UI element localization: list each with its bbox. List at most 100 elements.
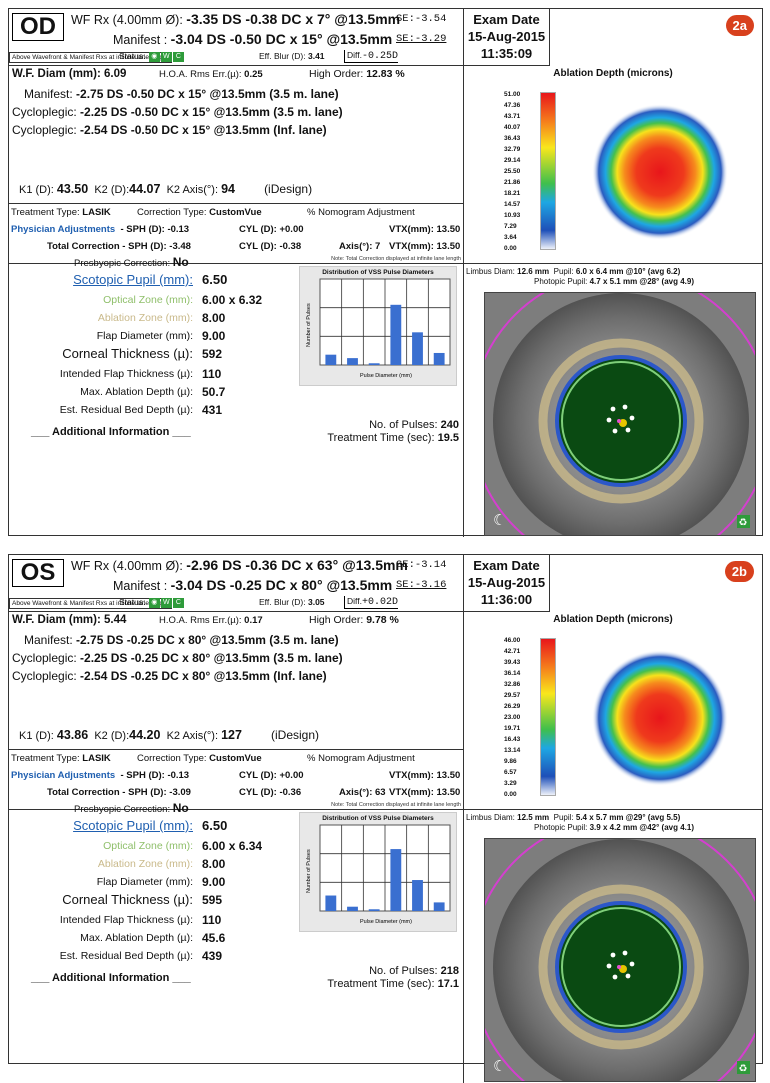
scotopic-pupil-label[interactable]: Scotopic Pupil (mm): (73, 272, 193, 287)
pulse-summary: No. of Pulses: 240 Treatment Time (sec):… (327, 419, 459, 444)
histogram-ylabel: Number of Pulses (306, 303, 312, 347)
scale-label: 19.71 (504, 725, 521, 732)
residual-bed-value: 431 (202, 403, 223, 417)
corneal-thickness-value: 595 (202, 893, 223, 907)
status: Status: ◉ W C (119, 51, 184, 62)
pulse-histogram: Distribution of VSS Pulse Diameters Numb… (299, 266, 457, 386)
treatment-section: Treatment Type: LASIK Correction Type: C… (9, 750, 464, 815)
optical-zone-label: Optical Zone (mm): (103, 840, 193, 852)
histogram-title: Distribution of VSS Pulse Diameters (322, 815, 434, 822)
cycloplegic-rx-1: Cycloplegic: -2.25 DS -0.50 DC x 15° @13… (12, 105, 343, 119)
scale-label: 23.00 (504, 714, 521, 721)
w-status-icon: W (160, 51, 172, 62)
c-status-icon: C (172, 597, 184, 608)
flap-thickness-value: 110 (202, 367, 222, 381)
scale-label: 32.79 (504, 146, 521, 153)
physician-adjustments: Physician Adjustments - SPH (D): -0.13 (11, 224, 190, 235)
scale-label: 10.93 (504, 212, 521, 219)
scale-label: 18.21 (504, 190, 521, 197)
ablation-zone-value: 8.00 (202, 857, 226, 871)
eye-overlay: ☾ ♻ (485, 293, 755, 535)
scale-label: 13.14 (504, 747, 521, 754)
eye-photo: ☾ ♻ (484, 838, 756, 1082)
wf-diam: W.F. Diam (mm): 5.44 (12, 614, 127, 626)
report-panel-os: OS WF Rx (4.00mm Ø): -2.96 DS -0.36 DC x… (8, 554, 763, 1083)
eye-overlay: ☾ ♻ (485, 839, 755, 1081)
figure-badge: 2a (725, 15, 754, 36)
wf-rx-line: WF Rx (4.00mm Ø): -3.35 DS -0.38 DC x 7°… (71, 11, 401, 27)
scale-label: 25.50 (504, 168, 521, 175)
flap-thickness-label: Intended Flap Thickness (µ): (59, 368, 193, 380)
ablation-map: Ablation Depth (microns) 51.00 47.36 43.71… (464, 66, 762, 264)
keratometry: K1 (D): 43.50 K2 (D):44.07 K2 Axis(°): 9… (19, 182, 313, 196)
pupil-section: Scotopic Pupil (mm): 6.50 Optical Zone (… (9, 264, 464, 537)
hoa-rms: H.O.A. Rms Err.(µ): 0.17 (159, 615, 263, 626)
manifest-rx: Manifest: -2.75 DS -0.25 DC x 80° @13.5m… (24, 633, 339, 647)
se-value-2: SE:-3.16 (396, 579, 447, 591)
scale-label: 26.29 (504, 703, 521, 710)
ablation-map: Ablation Depth (microns) 46.00 42.71 39.43… (464, 612, 762, 810)
manifest-line: Manifest : -3.04 DS -0.50 DC x 15° @13.5… (113, 31, 393, 47)
vtx-total: VTX(mm): 13.50 (389, 787, 461, 798)
scale-label: 6.57 (504, 769, 517, 776)
diff: Diff.+0.02D (344, 596, 398, 609)
ablation-zone-label: Ablation Zone (mm): (97, 858, 193, 870)
rx-header: OD WF Rx (4.00mm Ø): -3.35 DS -0.38 DC x… (9, 9, 464, 66)
reflection-dots (606, 950, 635, 980)
presbyopic-correction: Presbyopic Correction: No (74, 255, 189, 269)
report-panel-od: OD WF Rx (4.00mm Ø): -3.35 DS -0.38 DC x… (8, 8, 763, 537)
scotopic-pupil-label[interactable]: Scotopic Pupil (mm): (73, 818, 193, 833)
keratometry: K1 (D): 43.86 K2 (D):44.20 K2 Axis(°): 1… (19, 728, 320, 742)
exam-date-box: Exam Date 15-Aug-2015 11:36:00 (464, 555, 550, 612)
color-scale-bar (540, 92, 556, 250)
flap-thickness-value: 110 (202, 913, 222, 927)
histogram-bar (390, 849, 402, 911)
scale-label: 32.86 (504, 681, 521, 688)
c-status-icon: C (172, 51, 184, 62)
exam-date-box: Exam Date 15-Aug-2015 11:35:09 (464, 9, 550, 66)
ablation-profile (592, 104, 728, 240)
ablation-zone-label: Ablation Zone (mm): (97, 312, 193, 324)
total-note: Note: Total Correction displayed at infi… (331, 256, 461, 262)
limbus-center-marker (617, 419, 621, 423)
exam-time: 11:35:09 (480, 46, 533, 61)
corneal-thickness-value: 592 (202, 347, 223, 361)
reflection-dots (606, 404, 635, 434)
right-column: Ablation Depth (microns) 46.00 42.71 39.43… (464, 612, 762, 1083)
exam-time: 11:36:00 (480, 592, 533, 607)
diff: Diff.-0.25D (344, 50, 398, 63)
vtx-adj: VTX(mm): 13.50 (389, 770, 461, 781)
se-value-1: SE:-3.14 (396, 559, 447, 571)
additional-information[interactable]: ___ Additional Information ___ (31, 972, 191, 984)
vtx-adj: VTX(mm): 13.50 (389, 224, 461, 235)
scale-label: 47.36 (504, 102, 521, 109)
svg-text:♻: ♻ (739, 1064, 748, 1075)
histogram-plot: Number of Pulses Pulse Diameter (mm) (306, 824, 451, 925)
cycloplegic-rx-1: Cycloplegic: -2.25 DS -0.25 DC x 80° @13… (12, 651, 343, 665)
scale-label: 29.14 (504, 157, 521, 164)
wf-rx-line: WF Rx (4.00mm Ø): -2.96 DS -0.36 DC x 63… (71, 557, 408, 573)
scale-label: 0.00 (504, 791, 517, 798)
additional-information[interactable]: ___ Additional Information ___ (31, 426, 191, 438)
manifest-rx: Manifest: -2.75 DS -0.50 DC x 15° @13.5m… (24, 87, 339, 101)
left-column: W.F. Diam (mm): 6.09 H.O.A. Rms Err.(µ):… (9, 66, 464, 537)
eye-photo: ☾ ♻ (484, 292, 756, 536)
pulse-summary: No. of Pulses: 218 Treatment Time (sec):… (327, 965, 459, 990)
high-order: High Order: 9.78 % (309, 614, 399, 626)
scale-label: 46.00 (504, 637, 521, 644)
max-ablation-value: 45.6 (202, 931, 226, 945)
eye-image-area: Limbus Diam: 12.5 mm Pupil: 5.4 x 5.7 mm… (464, 810, 762, 1083)
total-cyl: CYL (D): -0.38 (239, 241, 302, 252)
recycle-icon[interactable] (737, 515, 750, 528)
flap-diameter-value: 9.00 (202, 875, 226, 889)
scale-label: 43.71 (504, 113, 521, 120)
pulse-histogram: Distribution of VSS Pulse Diameters Numb… (299, 812, 457, 932)
correction-type: Correction Type: CustomVue (137, 753, 262, 764)
color-scale-bar (540, 638, 556, 796)
exam-date: 15-Aug-2015 (467, 29, 546, 44)
treatment-section: Treatment Type: LASIK Correction Type: C… (9, 204, 464, 269)
histogram-xlabel: Pulse Diameter (mm) (360, 373, 412, 379)
corneal-thickness-label: Corneal Thickness (µ): (62, 892, 193, 907)
scotopic-pupil-value: 6.50 (202, 818, 228, 833)
scale-label: 16.43 (504, 736, 521, 743)
